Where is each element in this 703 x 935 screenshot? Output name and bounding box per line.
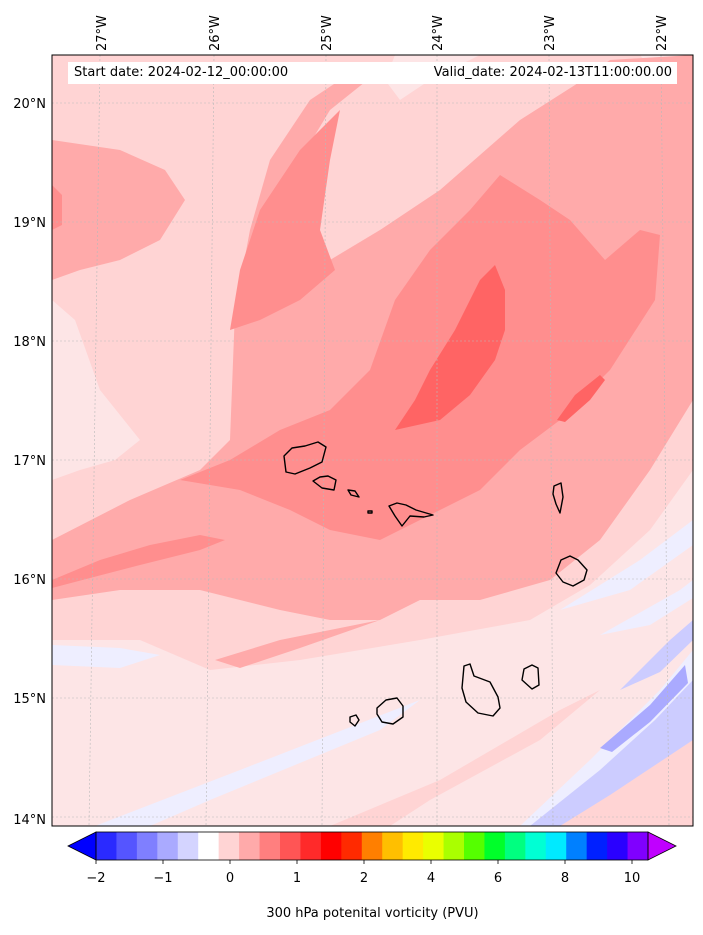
- latitude-label: 19°N: [13, 216, 46, 231]
- colorbar-tick-label: 10: [624, 871, 641, 886]
- gridline-lon-23: [548, 55, 554, 826]
- longitude-label: 27°W: [95, 15, 110, 51]
- pv-contour-salmon: [230, 110, 340, 330]
- colorbar-segment: [136, 832, 158, 860]
- colorbar-title: 300 hPa potenital vorticity (PVU): [266, 906, 479, 921]
- pv-contour-red: [557, 375, 605, 422]
- colorbar-segments: [96, 832, 649, 860]
- pv-contour-light-pink: [330, 690, 600, 826]
- longitude-labels: 27°W 26°W 25°W 24°W 23°W 22°W: [95, 15, 670, 51]
- pv-contour-blue: [620, 620, 693, 690]
- start-date-label: Start date: 2024-02-12_00:00:00: [74, 65, 289, 80]
- colorbar-segment: [300, 832, 322, 860]
- longitude-label: 22°W: [655, 15, 670, 51]
- colorbar-tick-label: 4: [427, 871, 435, 886]
- colorbar-tick-label: 8: [561, 871, 569, 886]
- island-sao-vicente: [312, 475, 337, 491]
- pv-contour-light-blue: [52, 645, 160, 668]
- colorbar: −2 −1 0 1 2 4 6 8 10: [67, 831, 677, 886]
- colorbar-extend-low: [67, 831, 97, 861]
- island-sao-nicolau: [388, 502, 434, 527]
- colorbar-segment: [96, 832, 117, 860]
- valid-date-label: Valid_date: 2024-02-13T11:00:00.00: [433, 65, 672, 80]
- latitude-label: 16°N: [13, 573, 46, 588]
- longitude-label: 23°W: [543, 15, 558, 51]
- island-raso: [367, 510, 373, 514]
- pv-contour-pink: [52, 140, 185, 280]
- coastlines: [283, 441, 588, 727]
- pv-contour-pink: [620, 95, 680, 140]
- island-sal: [552, 482, 564, 514]
- pv-contour-red: [395, 265, 505, 430]
- island-fogo: [376, 697, 404, 725]
- colorbar-segment: [198, 832, 220, 860]
- island-brava: [349, 714, 360, 727]
- gridline-lon-26: [205, 55, 215, 826]
- gridline-lon-25: [321, 55, 327, 826]
- map-frame: [51, 54, 694, 827]
- pv-contour-light-blue: [600, 580, 693, 635]
- pv-contour-background-cutout: [52, 300, 140, 480]
- colorbar-segment: [239, 832, 261, 860]
- colorbar-segment: [545, 832, 567, 860]
- colorbar-segment: [218, 832, 240, 860]
- colorbar-segment: [607, 832, 629, 860]
- colorbar-segment: [464, 832, 485, 860]
- colorbar-segment: [259, 832, 281, 860]
- colorbar-tick-label: 1: [293, 871, 301, 886]
- colorbar-segment: [157, 832, 179, 860]
- pv-contour-light-pink: [560, 740, 693, 826]
- gridlines: [52, 55, 693, 826]
- pv-contour-mid-blue: [600, 665, 688, 752]
- gridline-lon-22: [660, 55, 670, 826]
- latitude-label: 18°N: [13, 335, 46, 350]
- colorbar-segment: [443, 832, 465, 860]
- pv-contour-pink: [215, 620, 380, 668]
- latitude-label: 14°N: [13, 813, 46, 828]
- pv-contour-salmon: [52, 185, 62, 230]
- gridline-lon-27: [88, 55, 101, 826]
- pv-contour-salmon: [52, 535, 225, 588]
- colorbar-segment: [320, 832, 342, 860]
- colorbar-segment: [586, 832, 608, 860]
- island-santiago: [461, 663, 501, 717]
- colorbar-tick-label: −2: [86, 871, 105, 886]
- colorbar-segment: [280, 832, 301, 860]
- longitude-label: 26°W: [208, 15, 223, 51]
- colorbar-segment: [361, 832, 383, 860]
- colorbar-tick-labels: −2 −1 0 1 2 4 6 8 10: [86, 871, 640, 886]
- colorbar-segment: [525, 832, 547, 860]
- longitude-label: 24°W: [431, 15, 446, 51]
- date-info-box: Start date: 2024-02-12_00:00:00 Valid_da…: [68, 62, 677, 84]
- latitude-label: 15°N: [13, 692, 46, 707]
- colorbar-segment: [402, 832, 424, 860]
- colorbar-segment: [484, 832, 506, 860]
- pv-contour-salmon: [180, 175, 660, 540]
- latitude-label: 17°N: [13, 454, 46, 469]
- map-area: [52, 55, 693, 826]
- colorbar-tick-label: 2: [360, 871, 368, 886]
- latitude-labels: 20°N 19°N 18°N 17°N 16°N 15°N 14°N: [13, 97, 46, 828]
- island-santa-luzia: [347, 489, 360, 498]
- colorbar-segment: [504, 832, 526, 860]
- colorbar-tick-label: 6: [494, 871, 502, 886]
- island-santo-antao: [283, 441, 327, 475]
- island-boa-vista: [555, 555, 588, 587]
- colorbar-segment: [382, 832, 404, 860]
- colorbar-tick-label: −1: [153, 871, 172, 886]
- colorbar-outline: [95, 831, 649, 861]
- colorbar-extend-high: [647, 831, 677, 861]
- colorbar-segment: [423, 832, 445, 860]
- colorbar-tick-label: 0: [226, 871, 234, 886]
- colorbar-segment: [341, 832, 363, 860]
- island-maio: [521, 664, 540, 690]
- colorbar-segment: [116, 832, 138, 860]
- colorbar-segment: [627, 832, 649, 860]
- longitude-label: 25°W: [320, 15, 335, 51]
- colorbar-segment: [566, 832, 588, 860]
- colorbar-ticks: [95, 860, 633, 864]
- colorbar-segment: [177, 832, 199, 860]
- latitude-label: 20°N: [13, 97, 46, 112]
